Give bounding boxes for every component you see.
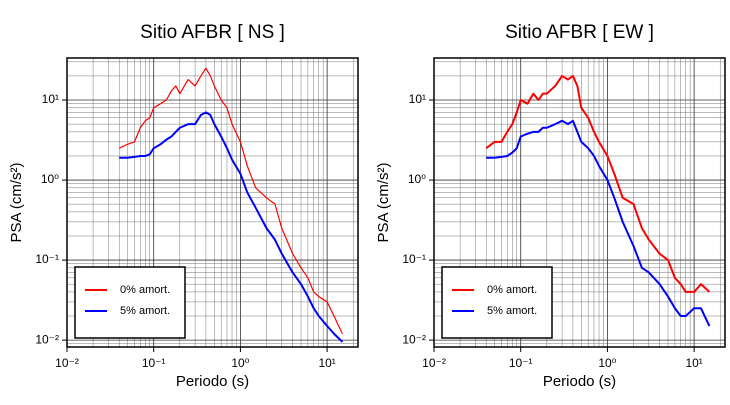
x-axis-label: Periodo (s) [176, 373, 249, 390]
y-tick-label: 10⁰ [41, 172, 59, 186]
legend-box [74, 266, 186, 339]
x-axis-label: Periodo (s) [543, 373, 616, 390]
x-tick-label: 10¹ [318, 356, 335, 370]
x-tick-label: 10⁰ [231, 356, 249, 370]
x-tick-label: 10⁻² [55, 356, 79, 370]
legend-label: 0% amort. [120, 284, 170, 296]
y-tick-label: 10⁻¹ [35, 252, 59, 266]
y-axis-label: PSA (cm/s²) [8, 162, 25, 242]
y-tick-label: 10⁻² [402, 332, 426, 346]
x-tick-label: 10⁻¹ [509, 356, 533, 370]
y-tick-label: 10⁻² [35, 332, 59, 346]
x-tick-label: 10⁰ [598, 356, 616, 370]
legend-label: 5% amort. [120, 305, 170, 317]
y-tick-label: 10¹ [42, 92, 59, 106]
plot-frame [433, 57, 726, 348]
series-line [118, 67, 343, 335]
legend-label: 5% amort. [487, 305, 537, 317]
x-tick-label: 10⁻² [422, 356, 446, 370]
legend-label: 0% amort. [487, 284, 537, 296]
y-tick-label: 10⁰ [408, 172, 426, 186]
y-axis-label: PSA (cm/s²) [375, 162, 392, 242]
plot-frame [66, 57, 359, 348]
x-tick-label: 10¹ [685, 356, 702, 370]
chart-title: Sitio AFBR [ NS ] [140, 22, 285, 43]
chart-title: Sitio AFBR [ EW ] [505, 22, 654, 43]
series-line [119, 111, 344, 343]
y-tick-label: 10¹ [409, 92, 426, 106]
y-tick-label: 10⁻¹ [402, 252, 426, 266]
legend-box [441, 266, 553, 339]
series-line [486, 119, 711, 327]
x-tick-label: 10⁻¹ [142, 356, 166, 370]
series-line [485, 74, 711, 293]
